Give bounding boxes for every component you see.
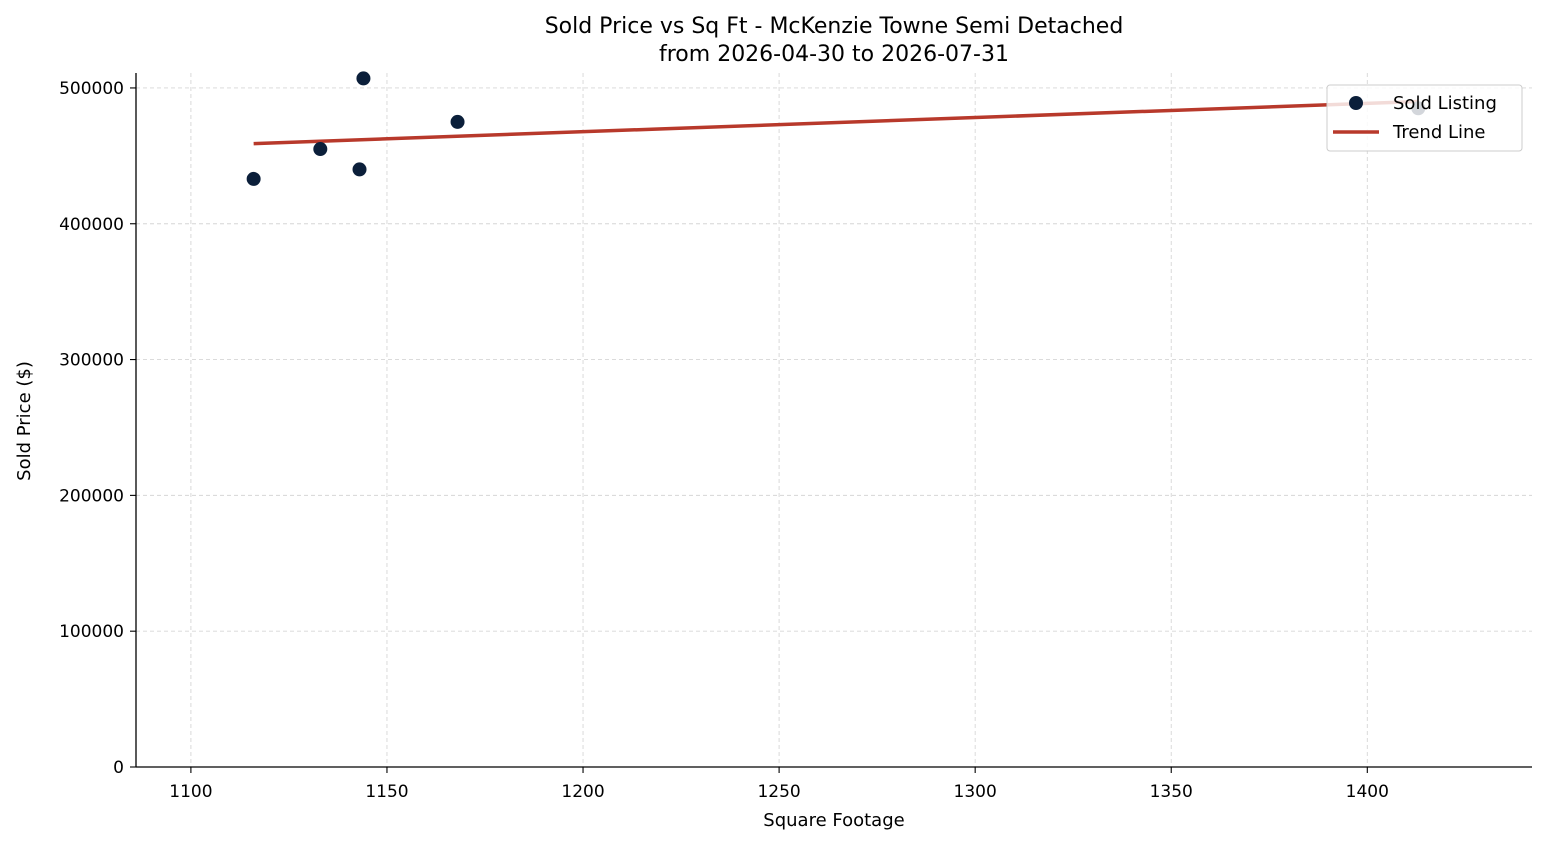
data-point-sold-listing [352,162,367,177]
data-point-sold-listing [356,71,371,86]
y-tick-label: 400000 [59,215,124,235]
x-ticks: 1100 1150 1200 1250 1300 1350 1400 [169,767,1389,802]
legend-label-sold-listing: Sold Listing [1393,93,1497,114]
x-tick-label: 1400 [1346,782,1389,802]
x-tick-label: 1300 [954,782,997,802]
grid [136,73,1532,768]
y-tick-label: 100000 [59,622,124,642]
data-point-sold-listing [246,171,261,186]
y-tick-label: 300000 [59,351,124,371]
y-ticks: 0 100000 200000 300000 400000 500000 [59,79,136,778]
legend: Sold Listing Trend Line [1326,84,1523,152]
x-tick-label: 1200 [561,782,604,802]
x-tick-label: 1100 [169,782,212,802]
trend-line-layer [253,99,1419,146]
legend-marker-sold-listing [1349,96,1363,110]
data-points-layer [246,71,1426,186]
y-tick-label: 200000 [59,486,124,506]
chart-subtitle: from 2026-04-30 to 2026-07-31 [659,42,1009,67]
legend-box [1326,84,1523,152]
x-tick-label: 1250 [757,782,800,802]
data-point-sold-listing [313,142,328,157]
x-tick-label: 1350 [1150,782,1193,802]
y-tick-label: 500000 [59,79,124,99]
data-point-sold-listing [450,114,465,129]
y-axis-label: Sold Price ($) [14,361,35,481]
legend-label-trend-line: Trend Line [1392,122,1486,143]
chart-title: Sold Price vs Sq Ft - McKenzie Towne Sem… [545,14,1124,39]
axes [135,73,1532,768]
x-axis-label: Square Footage [763,810,904,831]
y-tick-label: 0 [113,758,124,778]
trend-line [253,99,1419,146]
x-tick-label: 1150 [365,782,408,802]
